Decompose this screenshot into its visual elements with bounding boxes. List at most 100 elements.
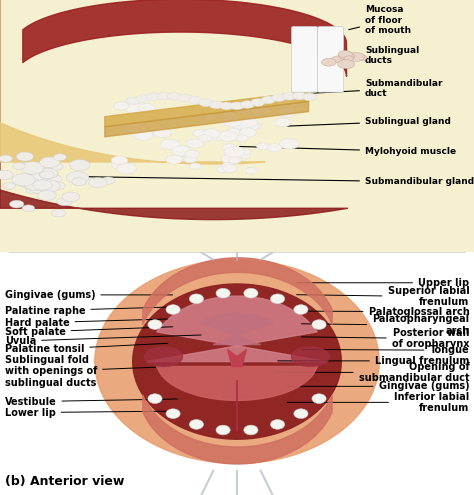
Circle shape: [233, 122, 246, 129]
Circle shape: [216, 166, 228, 173]
Text: Lower lip: Lower lip: [5, 407, 177, 418]
Circle shape: [54, 154, 66, 161]
Text: Sublingual fold
with openings of
sublingual ducts: Sublingual fold with openings of subling…: [5, 355, 173, 388]
Polygon shape: [0, 0, 265, 164]
Text: Superior labial
frenulum: Superior labial frenulum: [297, 286, 469, 307]
Text: Sublingual gland: Sublingual gland: [287, 117, 451, 126]
Circle shape: [274, 118, 291, 127]
Circle shape: [172, 146, 191, 156]
Circle shape: [282, 93, 296, 100]
Circle shape: [199, 99, 213, 106]
FancyBboxPatch shape: [318, 27, 344, 92]
Circle shape: [52, 209, 66, 217]
FancyBboxPatch shape: [292, 27, 318, 92]
Circle shape: [178, 94, 192, 102]
Circle shape: [26, 187, 40, 194]
Circle shape: [25, 180, 45, 191]
Polygon shape: [133, 284, 341, 439]
Circle shape: [29, 174, 44, 182]
Circle shape: [222, 144, 237, 151]
Circle shape: [15, 175, 38, 187]
Circle shape: [219, 102, 234, 110]
Text: (b) Anterior view: (b) Anterior view: [5, 475, 124, 488]
Circle shape: [272, 94, 286, 101]
Circle shape: [40, 171, 54, 179]
Circle shape: [117, 164, 137, 174]
Ellipse shape: [166, 409, 180, 418]
Circle shape: [166, 155, 182, 164]
Circle shape: [3, 183, 16, 189]
Text: Upper lip: Upper lip: [297, 278, 469, 288]
Circle shape: [41, 168, 54, 174]
Circle shape: [13, 163, 25, 169]
Circle shape: [176, 149, 190, 156]
Text: Mylohyoid muscle: Mylohyoid muscle: [240, 147, 456, 156]
Circle shape: [42, 174, 62, 185]
Circle shape: [228, 128, 240, 135]
Text: Sublingual
ducts: Sublingual ducts: [335, 46, 419, 65]
Circle shape: [33, 180, 52, 190]
Text: Palatine raphe: Palatine raphe: [5, 305, 168, 316]
Circle shape: [236, 135, 248, 142]
Text: Palatine tonsil: Palatine tonsil: [5, 344, 168, 354]
Circle shape: [278, 108, 296, 117]
Text: Mucosa
of floor
of mouth: Mucosa of floor of mouth: [349, 5, 411, 35]
Circle shape: [24, 182, 41, 191]
Ellipse shape: [244, 288, 258, 298]
Ellipse shape: [294, 409, 308, 418]
Circle shape: [339, 51, 354, 60]
Circle shape: [125, 123, 146, 134]
Circle shape: [240, 121, 259, 131]
Circle shape: [278, 103, 293, 111]
Circle shape: [338, 50, 353, 58]
Circle shape: [236, 103, 255, 113]
Circle shape: [261, 96, 275, 103]
Circle shape: [138, 103, 155, 113]
Circle shape: [267, 144, 282, 152]
Circle shape: [133, 130, 153, 140]
FancyBboxPatch shape: [0, 0, 474, 252]
Circle shape: [0, 170, 13, 180]
Circle shape: [236, 151, 251, 159]
Circle shape: [125, 103, 145, 113]
Circle shape: [184, 156, 197, 163]
Circle shape: [126, 97, 140, 105]
Circle shape: [188, 97, 202, 104]
Circle shape: [337, 59, 355, 69]
Circle shape: [39, 168, 58, 179]
Circle shape: [321, 58, 336, 66]
Circle shape: [342, 53, 351, 58]
Text: Gingivae (gums): Gingivae (gums): [5, 290, 173, 300]
Text: Hard palate: Hard palate: [5, 318, 168, 328]
Circle shape: [199, 131, 218, 141]
Circle shape: [43, 169, 58, 177]
Text: Opening of
submandibular duct: Opening of submandibular duct: [278, 362, 469, 383]
Circle shape: [292, 347, 329, 366]
Circle shape: [145, 347, 182, 366]
Polygon shape: [147, 296, 327, 361]
Text: Lingual frenulum: Lingual frenulum: [278, 356, 469, 366]
Circle shape: [356, 55, 367, 61]
Circle shape: [136, 95, 150, 102]
Circle shape: [167, 93, 182, 100]
Circle shape: [160, 139, 180, 149]
Circle shape: [230, 102, 244, 109]
Ellipse shape: [189, 420, 203, 429]
Text: Posterior wall
of oropharynx: Posterior wall of oropharynx: [301, 328, 469, 349]
Circle shape: [237, 99, 254, 107]
Polygon shape: [95, 260, 379, 463]
Text: Soft palate: Soft palate: [5, 327, 173, 337]
Circle shape: [186, 139, 203, 148]
Circle shape: [221, 111, 237, 120]
Circle shape: [213, 133, 226, 141]
Circle shape: [48, 162, 63, 170]
Circle shape: [222, 164, 237, 172]
Circle shape: [101, 177, 115, 184]
Circle shape: [346, 54, 355, 59]
Ellipse shape: [312, 394, 326, 403]
Text: Submandibular
duct: Submandibular duct: [311, 79, 443, 98]
Circle shape: [239, 148, 251, 155]
Circle shape: [57, 198, 72, 206]
Circle shape: [40, 184, 52, 191]
Circle shape: [129, 128, 141, 134]
